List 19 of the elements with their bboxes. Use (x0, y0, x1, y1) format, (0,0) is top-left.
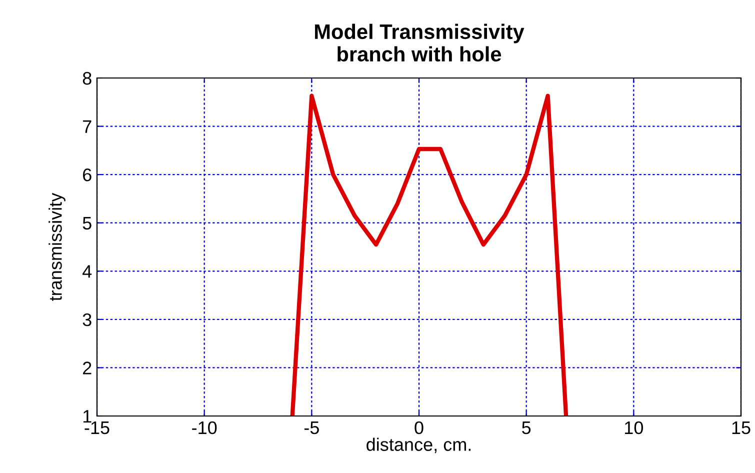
y-axis-title: transmissivity (48, 192, 66, 301)
y-tick-label: 5 (82, 216, 92, 230)
y-tick-label: 6 (83, 168, 92, 182)
x-axis-title: distance, cm. (366, 438, 471, 454)
line-series (290, 94, 568, 416)
x-tick-label: -10 (192, 421, 217, 434)
y-tick-label: 7 (83, 120, 92, 133)
x-tick-label: 5 (522, 422, 531, 434)
y-tick-label: 2 (83, 362, 92, 374)
x-tick-label: -15 (84, 422, 110, 434)
y-tick-label: 8 (82, 72, 92, 85)
y-tick-label: 4 (82, 265, 92, 278)
x-tick-label: 10 (625, 421, 644, 434)
y-tick-label: 3 (82, 313, 92, 326)
x-tick-label: 15 (732, 422, 750, 434)
x-tick-label: 0 (414, 421, 424, 434)
y-tick-label: 1 (83, 410, 92, 423)
x-tick-label: -5 (304, 422, 319, 434)
chart-title: Model Transmissivity branch with hole (315, 24, 524, 62)
